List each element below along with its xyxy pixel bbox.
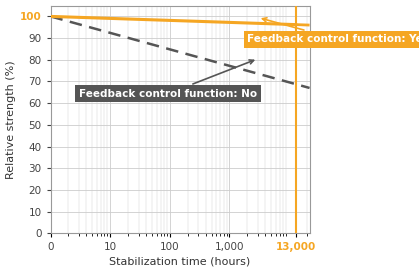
Y-axis label: Relative strength (%): Relative strength (%) [5,60,16,179]
X-axis label: Stabilization time (hours): Stabilization time (hours) [109,256,251,267]
Text: Feedback control function: Yes: Feedback control function: Yes [248,18,419,44]
Text: Feedback control function: No: Feedback control function: No [79,60,257,99]
